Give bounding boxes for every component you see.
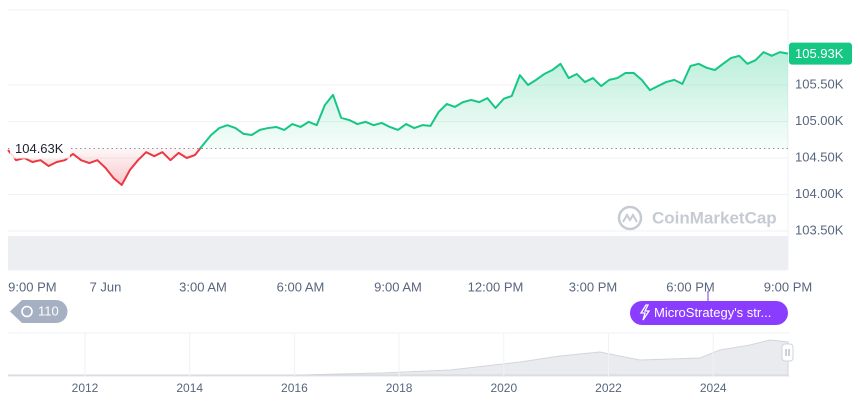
x-tick-label: 9:00 PM — [8, 279, 56, 294]
x-tick-label: 6:00 AM — [277, 279, 325, 294]
y-tick-label: 104.50K — [795, 149, 844, 164]
x-tick-label: 12:00 PM — [468, 279, 524, 294]
navigator-label: 2014 — [176, 381, 203, 395]
baseline-label-box — [10, 138, 70, 159]
watermark-text: CoinMarketCap — [652, 208, 777, 227]
navigator-label: 2016 — [281, 381, 308, 395]
event-badge[interactable]: MicroStrategy's str... — [630, 291, 788, 325]
y-tick-label: 103.50K — [795, 222, 844, 237]
navigator — [8, 332, 794, 377]
history-badge[interactable]: 110 — [10, 300, 68, 323]
navigator-label: 2024 — [700, 381, 727, 395]
x-tick-label: 9:00 AM — [374, 279, 422, 294]
history-badge-text: 110 — [38, 303, 59, 318]
volume-band — [8, 236, 788, 270]
x-tick-label: 3:00 AM — [179, 279, 227, 294]
watermark: CoinMarketCap — [617, 205, 777, 231]
x-tick-label: 6:00 PM — [666, 279, 714, 294]
y-tick-label: 105.50K — [795, 76, 844, 91]
y-tick-label: 105.00K — [795, 113, 844, 128]
baseline-label: 104.63K — [15, 141, 64, 156]
navigator-label: 2020 — [490, 381, 517, 395]
navigator-label: 2012 — [72, 381, 99, 395]
x-tick-label: 7 Jun — [90, 279, 122, 294]
navigator-label: 2018 — [386, 381, 413, 395]
x-tick-label: 9:00 PM — [764, 279, 812, 294]
event-badge-text: MicroStrategy's str... — [654, 305, 771, 320]
current-price-label: 105.93K — [795, 46, 844, 61]
x-tick-label: 3:00 PM — [569, 279, 617, 294]
current-price-badge — [789, 42, 852, 65]
price-line — [7, 51, 789, 187]
navigator-label: 2022 — [595, 381, 622, 395]
y-tick-label: 104.00K — [795, 186, 844, 201]
area-fill — [8, 52, 788, 186]
